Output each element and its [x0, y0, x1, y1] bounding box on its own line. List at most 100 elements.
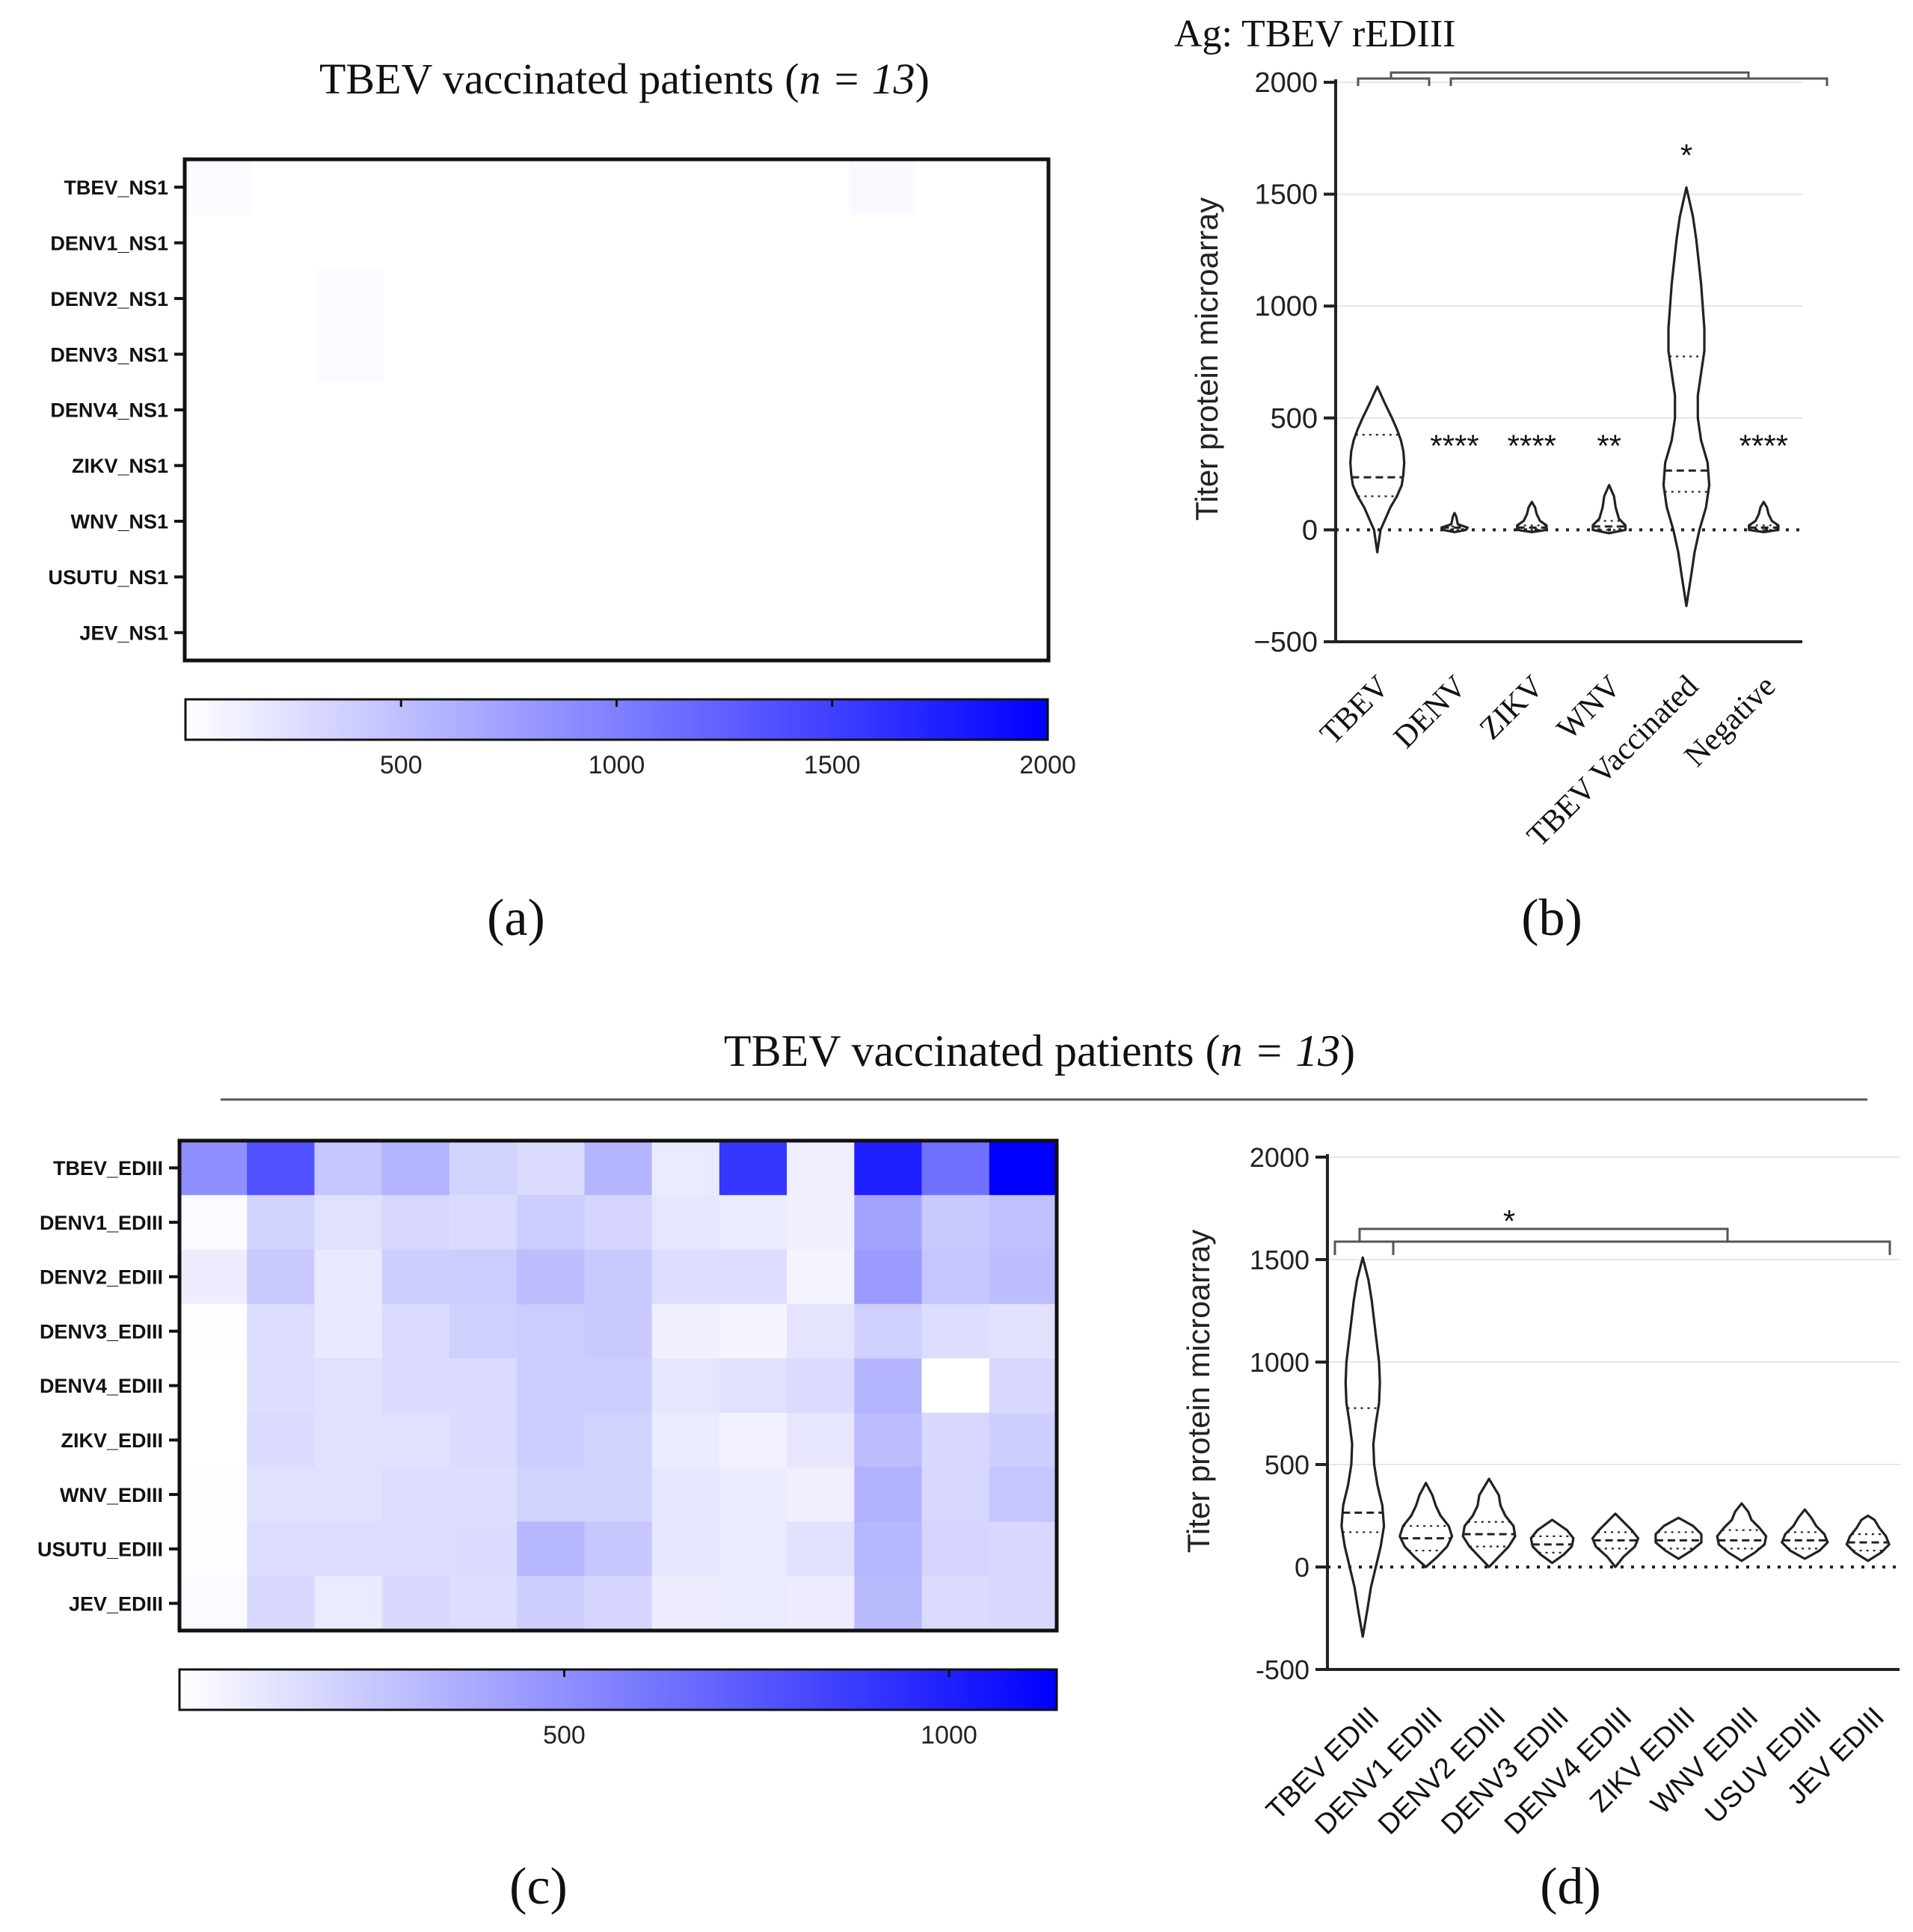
y-tick-label: 500 — [1265, 1450, 1309, 1480]
heatmap-cell — [921, 1304, 990, 1359]
significance-star: * — [1503, 1203, 1515, 1239]
heatmap-cell — [517, 1521, 585, 1577]
heatmap-cell — [185, 493, 252, 550]
section-title: TBEV vaccinated patients (n = 13) — [724, 1026, 1355, 1076]
heatmap-cell — [251, 438, 319, 494]
heatmap-cell — [450, 604, 518, 661]
row-label: ZIKV_NS1 — [72, 455, 168, 477]
violin-usuv-ediii — [1781, 1508, 1829, 1560]
heatmap-cell — [314, 1467, 383, 1523]
heatmap-cell — [314, 1249, 383, 1304]
heatmap-cell — [179, 1304, 248, 1359]
heatmap-cell — [849, 604, 916, 661]
heatmap-cell — [381, 1467, 450, 1523]
colorbar-a-ticks: 500 1000 1500 2000 — [380, 699, 1076, 779]
heatmap-cell — [854, 1576, 923, 1631]
heatmap-cell — [314, 1141, 383, 1196]
significance-star: **** — [1739, 429, 1788, 464]
violin-denv1-ediii — [1398, 1482, 1454, 1568]
heatmap-cell — [179, 1358, 248, 1414]
heatmap-cell — [317, 381, 385, 438]
heatmap-cell — [787, 1358, 855, 1414]
heatmap-cell — [982, 159, 1049, 216]
heatmap-cell — [185, 326, 252, 383]
heatmap-cell — [185, 159, 252, 216]
heatmap-cell — [719, 1467, 787, 1523]
heatmap-cell — [982, 381, 1049, 438]
heatmap-cell — [921, 1358, 990, 1414]
heatmap-cell — [251, 381, 319, 438]
heatmap-cell — [716, 493, 784, 550]
heatmap-cell — [381, 1358, 450, 1414]
row-label: DENV3_NS1 — [50, 343, 168, 366]
heatmap-cell — [583, 438, 651, 494]
heatmap-cell — [247, 1467, 316, 1523]
heatmap-cell — [651, 1195, 720, 1251]
row-label: DENV2_EDIII — [40, 1266, 163, 1289]
panel-c: TBEV vaccinated patients (n = 13) TBEV_E… — [37, 1026, 1867, 1916]
heatmap-cell — [179, 1412, 248, 1468]
y-tick-label: -500 — [1256, 1655, 1309, 1685]
heatmap-cell — [247, 1412, 316, 1468]
heatmap-cell — [584, 1141, 653, 1196]
heatmap-cell — [517, 1249, 585, 1304]
heatmap-cell — [921, 1467, 990, 1523]
heatmap-cell — [381, 1576, 450, 1631]
y-tick-label: 500 — [1271, 403, 1318, 435]
heatmap-cell — [449, 1195, 518, 1251]
heatmap-cell — [517, 1304, 585, 1359]
heatmap-cell — [849, 549, 916, 606]
heatmap-cell — [381, 1304, 450, 1359]
heatmap-cell — [915, 215, 983, 272]
heatmap-cell — [921, 1195, 990, 1251]
heatmap-cell — [384, 493, 451, 550]
heatmap-a-cells — [185, 159, 1049, 661]
heatmap-cell — [716, 215, 784, 272]
row-label: WNV_NS1 — [70, 511, 168, 533]
heatmap-cell — [179, 1521, 248, 1577]
heatmap-cell — [651, 1467, 720, 1523]
heatmap-cell — [251, 215, 319, 272]
heatmap-cell — [317, 326, 385, 383]
heatmap-cell — [649, 159, 717, 216]
heatmap-cell — [449, 1576, 518, 1631]
bracket-line — [1358, 1227, 1729, 1242]
heatmap-cell — [989, 1576, 1057, 1631]
heatmap-cell — [314, 1358, 383, 1414]
heatmap-cell — [314, 1304, 383, 1359]
heatmap-cell — [649, 270, 717, 327]
colorbar-tick-label: 1000 — [589, 751, 645, 779]
bracket-line — [1333, 1240, 1395, 1255]
heatmap-cell — [384, 438, 451, 494]
heatmap-cell — [517, 438, 584, 494]
heatmap-cell — [247, 1141, 316, 1196]
heatmap-cell — [651, 1141, 720, 1196]
heatmap-cell — [584, 1521, 653, 1577]
heatmap-cell — [449, 1467, 518, 1523]
heatmap-cell — [787, 1195, 855, 1251]
heatmap-cell — [517, 604, 584, 661]
heatmap-cell — [651, 1576, 720, 1631]
heatmap-cell — [787, 1412, 855, 1468]
heatmap-cell — [651, 1521, 720, 1577]
y-tick-label: 1500 — [1250, 1245, 1309, 1275]
heatmap-cell — [716, 438, 784, 494]
heatmap-cell — [584, 1195, 653, 1251]
heatmap-cell — [716, 549, 784, 606]
heatmap-cell — [854, 1195, 923, 1251]
violin-denv2-ediii — [1461, 1477, 1517, 1568]
heatmap-cell — [450, 381, 518, 438]
heatmap-cell — [247, 1195, 316, 1251]
heatmap-cell — [179, 1141, 248, 1196]
heatmap-cell — [787, 1576, 855, 1631]
x-category-label: DENV — [1387, 669, 1473, 755]
heatmap-cell — [179, 1249, 248, 1304]
heatmap-cell — [583, 381, 651, 438]
row-label: JEV_NS1 — [79, 622, 168, 644]
heatmap-cell — [649, 215, 717, 272]
heatmap-cell — [583, 215, 651, 272]
violin-b-title: Ag: TBEV rEDIII — [1174, 13, 1455, 55]
heatmap-cell — [982, 493, 1049, 550]
heatmap-cell — [716, 326, 784, 383]
heatmap-cell — [517, 1467, 585, 1523]
